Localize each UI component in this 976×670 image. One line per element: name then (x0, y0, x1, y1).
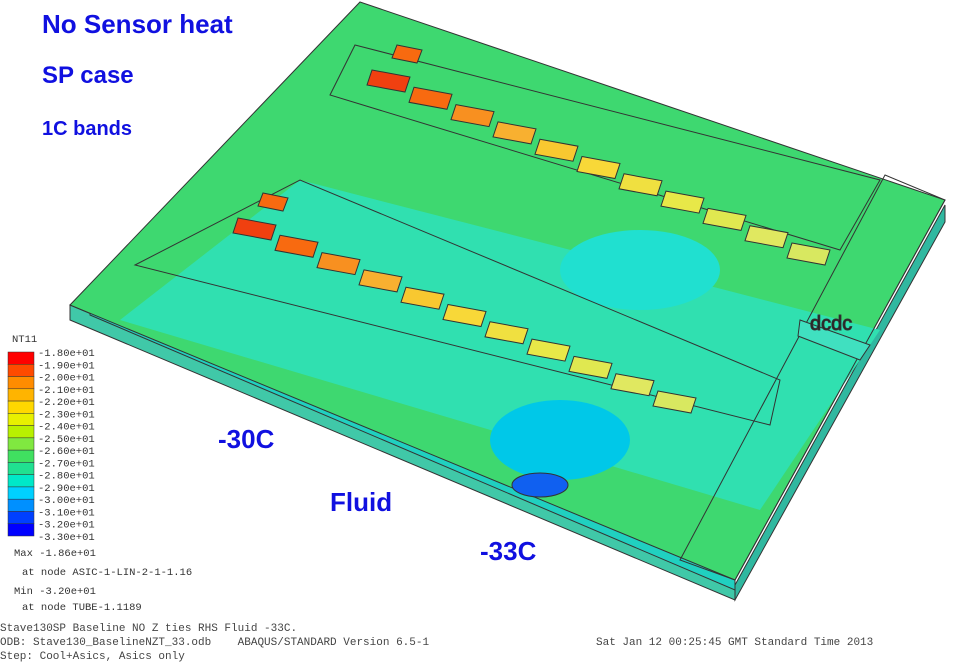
legend-swatch (8, 499, 34, 511)
legend-swatch (8, 438, 34, 450)
legend-label: -3.30e+01 (38, 532, 95, 544)
footer-date: Sat Jan 12 00:25:45 GMT Standard Time 20… (596, 637, 873, 649)
min-node: at node TUBE-1.1189 (22, 602, 142, 614)
legend-label: -2.50e+01 (38, 434, 95, 446)
legend-swatch (8, 426, 34, 438)
fluid-label: Fluid (330, 487, 392, 517)
legend-label: -3.20e+01 (38, 520, 95, 532)
legend-title: NT11 (12, 334, 37, 346)
case-label: SP case (42, 62, 134, 89)
footer-line: Stave130SP Baseline NO Z ties RHS Fluid … (0, 623, 297, 635)
legend-swatch (8, 389, 34, 401)
screenshot: dcdc No Sensor heat SP case 1C bands -30… (0, 0, 976, 670)
legend-swatch (8, 413, 34, 425)
legend-swatch (8, 364, 34, 376)
legend-swatch (8, 475, 34, 487)
legend-label: -1.80e+01 (38, 348, 95, 360)
legend-label: -3.10e+01 (38, 507, 95, 519)
dcdc-label: dcdc (810, 313, 852, 335)
legend: -1.80e+01-1.90e+01-2.00e+01-2.10e+01-2.2… (8, 348, 95, 544)
legend-swatch (8, 401, 34, 413)
temp-right: -33C (480, 536, 537, 566)
legend-label: -1.90e+01 (38, 360, 95, 372)
legend-swatch (8, 352, 34, 364)
legend-swatch (8, 524, 34, 536)
legend-swatch (8, 487, 34, 499)
legend-label: -2.10e+01 (38, 385, 95, 397)
legend-label: -3.00e+01 (38, 495, 95, 507)
bands-label: 1C bands (42, 118, 132, 140)
footer-line: Step: Cool+Asics, Asics only (0, 651, 185, 663)
legend-swatch (8, 462, 34, 474)
footer-line: ODB: Stave130_BaselineNZT_33.odb ABAQUS/… (0, 637, 429, 649)
temp-left: -30C (218, 424, 275, 454)
legend-label: -2.60e+01 (38, 446, 95, 458)
plate: dcdc (70, 2, 945, 600)
legend-label: -2.40e+01 (38, 422, 95, 434)
legend-label: -2.00e+01 (38, 373, 95, 385)
legend-label: -2.90e+01 (38, 483, 95, 495)
legend-swatch (8, 450, 34, 462)
legend-label: -2.80e+01 (38, 471, 95, 483)
max-label: Max -1.86e+01 (14, 548, 96, 560)
legend-swatch (8, 511, 34, 523)
max-node: at node ASIC-1-LIN-2-1-1.16 (22, 567, 192, 579)
title: No Sensor heat (42, 9, 233, 39)
legend-label: -2.70e+01 (38, 458, 95, 470)
legend-swatch (8, 377, 34, 389)
legend-label: -2.20e+01 (38, 397, 95, 409)
min-label: Min -3.20e+01 (14, 586, 96, 598)
legend-label: -2.30e+01 (38, 409, 95, 421)
